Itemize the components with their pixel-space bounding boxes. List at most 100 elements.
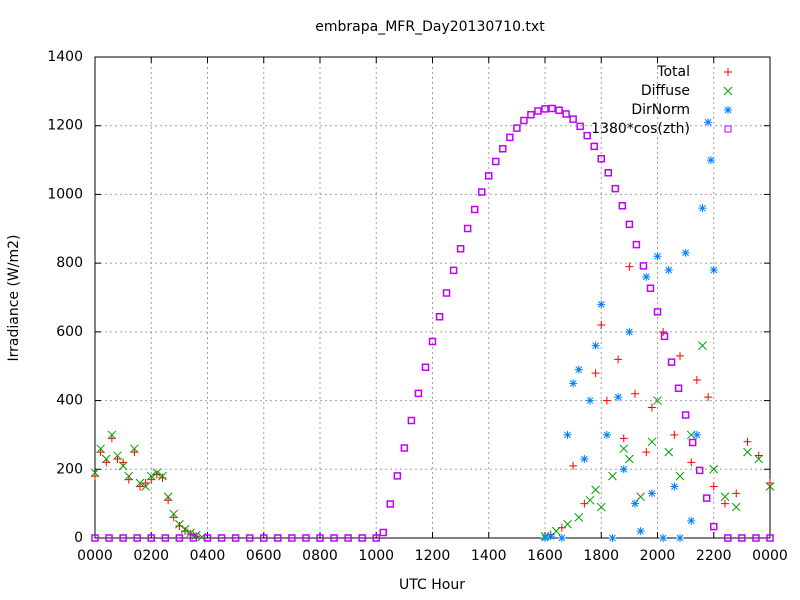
data-point <box>485 172 493 180</box>
data-point <box>618 202 627 210</box>
x-tick-label: 0800 <box>302 548 338 564</box>
data-point <box>702 494 711 502</box>
data-point <box>664 266 673 275</box>
data-point <box>541 534 549 542</box>
data-point <box>477 188 486 196</box>
data-point <box>181 527 189 536</box>
y-tick-label: 400 <box>56 393 83 409</box>
data-point <box>288 534 296 542</box>
x-tick-label: 0000 <box>752 548 788 564</box>
data-point <box>130 444 139 454</box>
x-tick-label: 1200 <box>415 548 451 564</box>
data-point <box>636 492 645 502</box>
x-tick-label: 2000 <box>640 548 676 564</box>
data-point <box>619 434 628 443</box>
data-point <box>614 355 623 364</box>
data-point <box>141 482 150 491</box>
data-point <box>96 444 105 454</box>
data-point <box>765 482 775 491</box>
x-tick-label: 2200 <box>696 548 732 564</box>
data-point <box>681 248 690 257</box>
data-point <box>180 525 190 534</box>
data-point <box>625 327 634 336</box>
data-point <box>141 479 150 488</box>
data-point <box>642 272 651 281</box>
data-point <box>563 430 572 439</box>
x-tick-label: 0200 <box>133 548 169 564</box>
data-point <box>105 534 113 542</box>
data-point <box>101 454 111 464</box>
data-point <box>91 472 99 481</box>
data-point <box>119 534 127 542</box>
data-point <box>632 240 641 249</box>
data-point <box>330 534 338 542</box>
data-point <box>379 528 388 537</box>
x-tick-label: 1400 <box>471 548 507 564</box>
legend-label: 1380*cos(zth) <box>591 121 690 137</box>
data-point <box>732 489 741 498</box>
data-point <box>653 396 662 405</box>
data-point <box>631 499 639 508</box>
data-point <box>724 534 732 542</box>
x-tick-label: 0400 <box>190 548 226 564</box>
x-tick-label: 1800 <box>583 548 619 564</box>
data-point <box>619 444 629 454</box>
data-point <box>731 502 741 512</box>
data-point <box>698 204 707 213</box>
legend-marker <box>723 86 733 96</box>
data-point <box>203 534 212 542</box>
data-point <box>449 266 458 275</box>
data-point <box>743 437 752 446</box>
data-point <box>752 534 760 542</box>
data-point <box>158 471 167 481</box>
y-tick-label: 200 <box>56 461 83 477</box>
data-point <box>386 500 395 508</box>
y-tick-label: 800 <box>56 255 83 271</box>
data-point <box>428 337 437 346</box>
data-point <box>546 532 555 541</box>
data-point <box>164 496 173 505</box>
data-point <box>614 393 623 402</box>
data-point <box>664 447 674 457</box>
data-point <box>158 473 167 482</box>
data-point <box>608 534 617 542</box>
data-point <box>169 509 179 519</box>
legend-marker <box>724 68 732 76</box>
data-point <box>676 534 684 542</box>
data-point <box>124 475 133 484</box>
data-point <box>574 365 583 374</box>
data-point <box>631 389 639 398</box>
data-point <box>372 534 380 542</box>
data-point <box>260 534 268 542</box>
data-point <box>569 461 578 470</box>
data-point <box>113 451 122 460</box>
data-point <box>754 454 764 464</box>
data-point <box>576 122 584 131</box>
data-point <box>586 396 594 405</box>
data-point <box>470 205 479 214</box>
data-point <box>695 466 704 475</box>
x-tick-label: 0600 <box>246 548 282 564</box>
data-point <box>636 527 645 536</box>
data-point <box>344 534 352 542</box>
y-tick-label: 1400 <box>47 49 83 65</box>
data-point <box>709 266 718 275</box>
data-point <box>670 430 679 439</box>
legend-marker <box>724 106 732 114</box>
y-tick-label: 0 <box>74 530 83 546</box>
data-point <box>597 320 606 329</box>
data-point <box>152 470 161 479</box>
data-point <box>113 454 122 463</box>
data-point <box>124 471 134 481</box>
data-point <box>161 534 170 542</box>
data-point <box>597 154 605 163</box>
data-point <box>647 403 656 412</box>
data-point <box>90 468 100 478</box>
data-point <box>152 468 162 478</box>
data-point <box>130 448 139 457</box>
data-point <box>710 522 718 531</box>
data-point <box>591 341 600 350</box>
data-point <box>720 492 730 502</box>
